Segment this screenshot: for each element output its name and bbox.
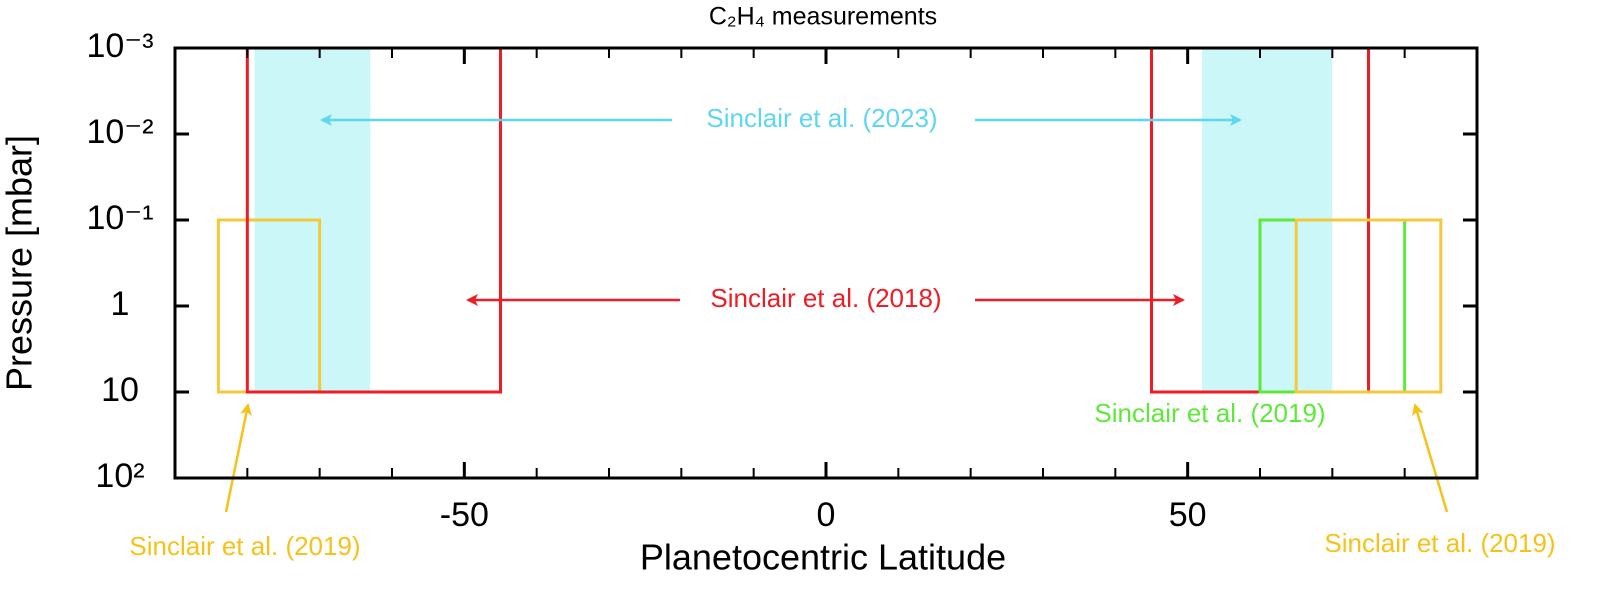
chart-title: C₂H₄ measurements — [709, 3, 937, 31]
annotation: Sinclair et al. (2018) — [710, 283, 941, 313]
x-tick-label: -50 — [440, 496, 489, 534]
y-tick-label: 10² — [95, 457, 144, 495]
arrow — [224, 403, 252, 513]
y-tick-label: 10⁻² — [86, 113, 153, 151]
annotation: Sinclair et al. (2019) — [1324, 528, 1555, 558]
range-box — [1294, 218, 1443, 394]
x-tick-label: 0 — [817, 496, 836, 534]
arrow — [1412, 403, 1449, 513]
x-axis-label: Planetocentric Latitude — [640, 537, 1006, 578]
y-tick-label: 1 — [111, 285, 130, 323]
arrows — [224, 114, 1449, 513]
x-tick-label: 50 — [1169, 496, 1207, 534]
annotation: Sinclair et al. (2019) — [1094, 398, 1325, 428]
annotation: Sinclair et al. (2023) — [706, 103, 937, 133]
y-tick-label: 10 — [101, 371, 139, 409]
y-tick-label: 10⁻¹ — [86, 199, 153, 237]
plot-area — [216, 46, 1443, 394]
y-tick-label: 10⁻³ — [86, 27, 153, 65]
annotation: Sinclair et al. (2019) — [129, 531, 360, 561]
y-axis-label: Pressure [mbar] — [0, 135, 40, 391]
